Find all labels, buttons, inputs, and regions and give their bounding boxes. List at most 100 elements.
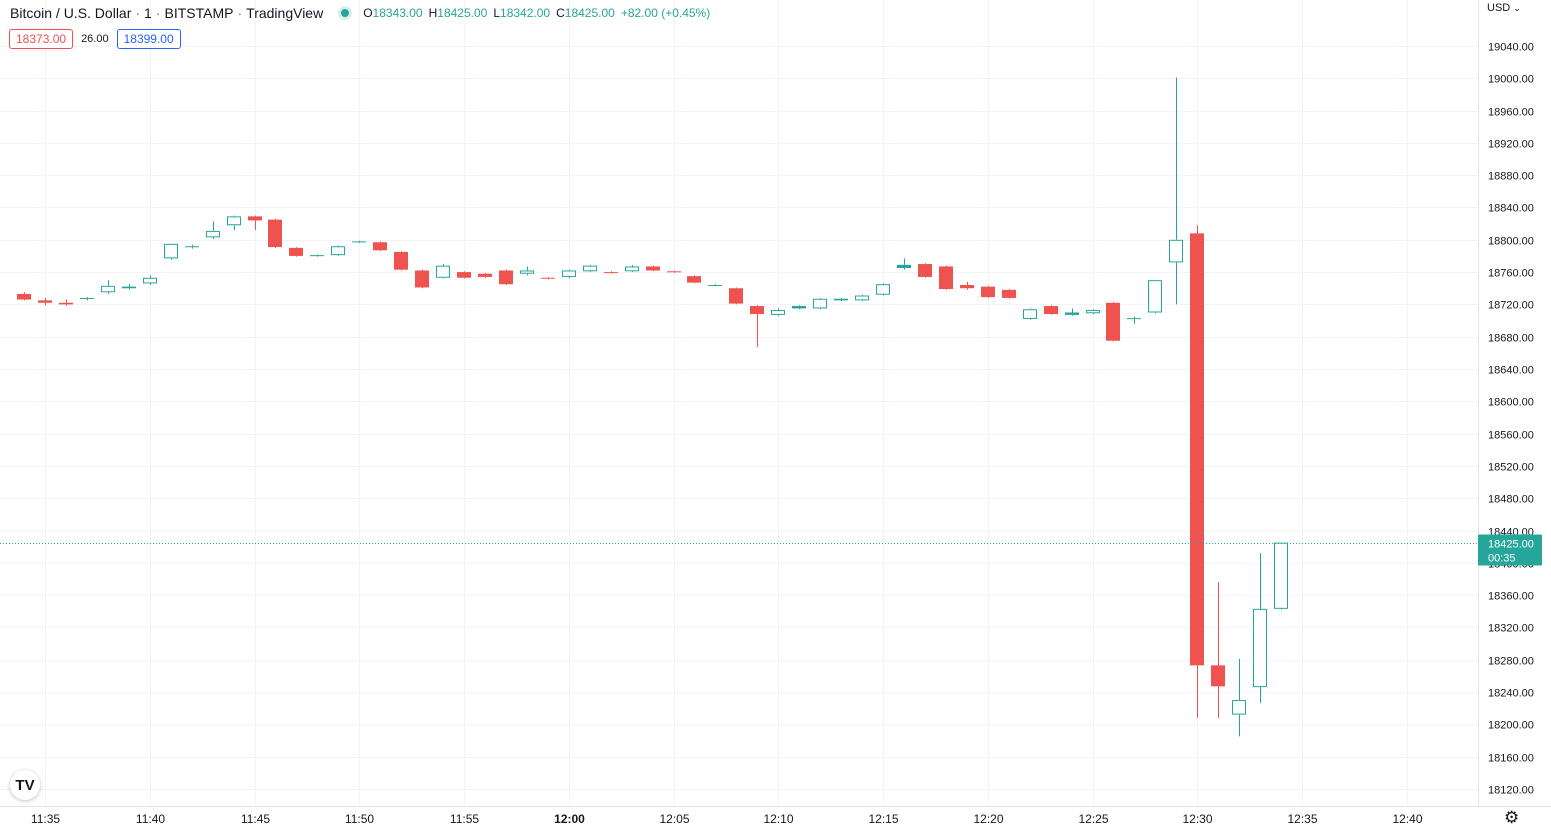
candle-body: [122, 286, 136, 289]
open-value: 18343.00: [372, 6, 423, 20]
price-tick-label: 18560.00: [1488, 430, 1534, 442]
candle-body: [792, 306, 806, 309]
candle: [1232, 658, 1246, 737]
low-value: 18342.00: [500, 6, 551, 20]
candle: [981, 285, 995, 298]
price-tick-label: 18480.00: [1488, 494, 1534, 506]
candle: [687, 275, 701, 284]
candle-body: [1023, 309, 1037, 319]
candle: [394, 251, 408, 271]
candle: [101, 280, 115, 294]
price-tick-label: 18600.00: [1488, 397, 1534, 409]
candle: [792, 305, 806, 310]
status-dot-icon: [341, 9, 350, 17]
price-tick-label: 18800.00: [1488, 236, 1534, 248]
time-tick-label: 12:00: [554, 812, 585, 826]
candle: [583, 264, 597, 273]
price-tick-label: 18680.00: [1488, 333, 1534, 345]
candle-body: [625, 266, 639, 272]
candle: [268, 218, 282, 248]
close-value: 18425.00: [564, 6, 615, 20]
candle: [1086, 309, 1100, 315]
candle: [289, 247, 303, 257]
time-axis[interactable]: 11:35 11:40 11:45 11:50 11:55 12:00 12:05 12:10…: [0, 806, 1551, 827]
sell-button[interactable]: 18373.00: [9, 29, 74, 49]
candle: [38, 297, 52, 306]
candle-body: [248, 216, 262, 221]
price-axis[interactable]: 18120.00 18160.00 18200.00 18240.00 18280.00…: [1478, 0, 1551, 837]
candle: [1065, 308, 1079, 316]
candle: [1274, 542, 1288, 610]
candle-body: [59, 302, 73, 305]
candle-body: [289, 247, 303, 256]
candle: [708, 284, 722, 287]
candle: [1002, 289, 1016, 299]
time-tick-label: 12:35: [1287, 812, 1317, 826]
tradingview-logo[interactable]: TV: [10, 770, 40, 800]
candle-body: [562, 270, 576, 277]
candle: [436, 264, 450, 279]
candle-body: [771, 310, 785, 315]
symbol-name[interactable]: Bitcoin / U.S. Dollar: [10, 5, 132, 21]
candle-body: [1232, 700, 1246, 715]
chart-grid: [0, 0, 1478, 806]
candle: [729, 287, 743, 305]
candle: [562, 269, 576, 279]
price-tick-label: 18720.00: [1488, 300, 1534, 312]
change-value: +82.00 (+0.45%): [620, 6, 711, 20]
candle-body: [1065, 312, 1079, 315]
candle: [1106, 301, 1120, 342]
low-label: L: [493, 6, 501, 20]
time-tick-label: 11:40: [136, 812, 165, 826]
candle-body: [185, 246, 199, 248]
candle-body: [478, 273, 492, 277]
candle-body: [541, 277, 555, 279]
price-tick-label: 18120.00: [1488, 785, 1534, 797]
candle: [960, 281, 974, 290]
candle-body: [1086, 310, 1100, 314]
candle: [457, 271, 471, 279]
candle: [143, 275, 157, 286]
buy-button[interactable]: 18399.00: [116, 29, 181, 49]
chevron-down-icon: ⌄: [1513, 3, 1521, 13]
candle: [1148, 280, 1162, 314]
candle: [478, 272, 492, 278]
time-tick-label: 11:55: [450, 812, 479, 826]
price-tick-label: 19040.00: [1488, 42, 1534, 54]
exchange-label: BITSTAMP: [164, 5, 234, 21]
candle-body: [1148, 280, 1162, 313]
time-tick-label: 12:30: [1182, 812, 1212, 826]
candle: [1023, 308, 1037, 320]
candle: [206, 221, 220, 239]
interval-label[interactable]: 1: [144, 5, 152, 21]
time-tick-label: 11:50: [345, 812, 374, 826]
price-axis-background: [1478, 0, 1551, 837]
candle-body: [331, 246, 345, 256]
candle-body: [436, 265, 450, 278]
candle-body: [38, 300, 52, 303]
candle: [646, 265, 660, 272]
candle-body: [667, 271, 681, 273]
candle: [248, 215, 262, 231]
candle: [771, 308, 785, 316]
high-label: H: [428, 6, 438, 20]
candle-body: [1169, 239, 1183, 263]
separator-dot: ·: [135, 5, 141, 21]
candle-body: [918, 264, 932, 277]
candle-body: [206, 230, 220, 238]
chart-legend-header: Bitcoin / U.S. Dollar · 1 · BITSTAMP · T…: [10, 4, 710, 22]
candle: [918, 263, 932, 278]
candle: [750, 305, 764, 348]
candle: [1211, 582, 1225, 718]
price-tick-label: 18880.00: [1488, 171, 1534, 183]
price-tick-label: 18280.00: [1488, 656, 1534, 668]
price-tick-label: 18840.00: [1488, 203, 1534, 215]
candle-body: [1106, 302, 1120, 341]
candle: [331, 245, 345, 256]
currency-selector[interactable]: USD ⌄: [1487, 2, 1521, 14]
candle: [541, 276, 555, 280]
gear-icon[interactable]: ⚙: [1504, 808, 1520, 827]
candle: [185, 244, 199, 249]
candle: [415, 269, 429, 289]
